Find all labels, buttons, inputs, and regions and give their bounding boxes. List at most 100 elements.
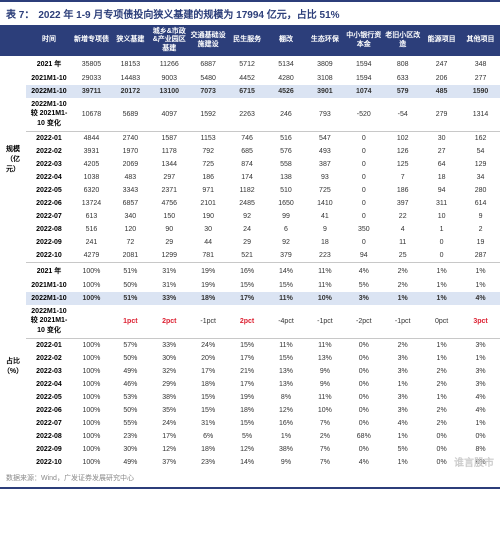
data-cell: 32% [150, 365, 189, 378]
data-cell: 100% [72, 378, 111, 391]
time-cell: 2022M1-10 [26, 85, 72, 98]
data-cell: 0% [344, 339, 383, 353]
data-cell: 30% [111, 443, 150, 456]
data-cell: 23% [189, 456, 228, 469]
data-cell: 516 [72, 223, 111, 236]
data-cell: 287 [461, 249, 500, 263]
data-cell: 510 [267, 184, 306, 197]
data-cell: 7% [305, 417, 344, 430]
data-cell: 51% [111, 263, 150, 280]
data-cell: 92 [267, 236, 306, 249]
data-cell: 1970 [111, 145, 150, 158]
col-header: 狭义基建 [111, 25, 150, 56]
data-cell: 3809 [305, 56, 344, 72]
data-cell: 15% [189, 391, 228, 404]
data-cell: 2485 [228, 197, 267, 210]
data-cell: 0% [344, 417, 383, 430]
data-cell: 37% [150, 456, 189, 469]
data-cell: 18153 [111, 56, 150, 72]
data-cell: 6887 [189, 56, 228, 72]
footer: 数据来源：Wind，广发证券发展研究中心 [0, 469, 500, 489]
col-header: 能源项目 [422, 25, 461, 56]
data-cell: 0 [344, 145, 383, 158]
data-cell: 18% [189, 292, 228, 305]
data-cell: 4% [461, 391, 500, 404]
data-cell: 14% [267, 263, 306, 280]
data-cell: 2% [383, 279, 422, 292]
data-cell: 27 [422, 145, 461, 158]
data-cell: 9% [305, 365, 344, 378]
table-row: 2022-05100%53%38%15%19%8%11%0%3%1%4% [0, 391, 500, 404]
data-cell: 68% [344, 430, 383, 443]
data-cell: 72 [111, 236, 150, 249]
time-cell: 2022-04 [26, 171, 72, 184]
table-row: 2022-0851612090302469350412 [0, 223, 500, 236]
data-cell: 19% [228, 391, 267, 404]
data-cell: 1038 [72, 171, 111, 184]
data-cell: 5% [344, 279, 383, 292]
table-row: 2022-1042792081129978152137922394250287 [0, 249, 500, 263]
data-cell: 7 [383, 171, 422, 184]
col-header: 中小银行资本金 [344, 25, 383, 56]
data-cell: 11% [305, 263, 344, 280]
data-cell: 38% [267, 443, 306, 456]
data-cell: 34 [461, 171, 500, 184]
table-body: 规模（亿元）2021 年3580518153112666887571251343… [0, 56, 500, 469]
table-row: 2022M1-10 较 2021M1-10 变化1067856894097159… [0, 98, 500, 132]
data-cell: 120 [111, 223, 150, 236]
data-cell: 0% [344, 391, 383, 404]
data-cell [72, 305, 111, 339]
time-cell: 2022M1-10 较 2021M1-10 变化 [26, 305, 72, 339]
data-cell: 17% [150, 430, 189, 443]
data-cell: 190 [189, 210, 228, 223]
data-cell: 206 [422, 72, 461, 85]
data-cell: 3108 [305, 72, 344, 85]
data-cell: 3% [383, 352, 422, 365]
data-cell: 100% [72, 339, 111, 353]
data-cell: 1410 [305, 197, 344, 210]
data-cell: 685 [228, 145, 267, 158]
data-cell: 2371 [150, 184, 189, 197]
data-cell: 2% [383, 339, 422, 353]
data-cell: 0 [344, 158, 383, 171]
row-group-label: 占比（%） [0, 263, 26, 470]
data-cell: 19% [189, 279, 228, 292]
col-group [0, 25, 26, 56]
data-cell: 8% [461, 443, 500, 456]
data-cell: 516 [267, 132, 306, 146]
data-cell: 174 [228, 171, 267, 184]
data-cell: 2101 [189, 197, 228, 210]
data-cell: 4279 [72, 249, 111, 263]
time-cell: 2022-09 [26, 443, 72, 456]
data-cell: 0% [344, 443, 383, 456]
time-cell: 2022-06 [26, 404, 72, 417]
data-cell: 92 [228, 210, 267, 223]
time-cell: 2022-01 [26, 132, 72, 146]
data-cell: 808 [383, 56, 422, 72]
data-cell: 4 [383, 223, 422, 236]
data-cell: 4% [344, 263, 383, 280]
data-cell: 57% [111, 339, 150, 353]
data-cell: 10% [305, 292, 344, 305]
data-cell: -1pct [189, 305, 228, 339]
data-cell: 746 [228, 132, 267, 146]
data-cell: 3% [383, 391, 422, 404]
data-cell: 25 [383, 249, 422, 263]
data-cell: 1178 [150, 145, 189, 158]
data-cell: 15% [189, 404, 228, 417]
time-cell: 2021 年 [26, 56, 72, 72]
time-cell: 2022-10 [26, 249, 72, 263]
data-cell: 6% [461, 456, 500, 469]
data-cell: 1344 [150, 158, 189, 171]
data-cell: 4% [344, 456, 383, 469]
table-row: 2022-03420520691344725874558387012564129 [0, 158, 500, 171]
data-cell: 15% [228, 279, 267, 292]
data-cell: 3901 [305, 85, 344, 98]
data-cell: 1182 [228, 184, 267, 197]
col-header: 棚改 [267, 25, 306, 56]
data-cell: 340 [111, 210, 150, 223]
data-cell: 126 [383, 145, 422, 158]
data-cell: 12% [228, 443, 267, 456]
data-cell: 100% [72, 404, 111, 417]
data-cell: 4205 [72, 158, 111, 171]
